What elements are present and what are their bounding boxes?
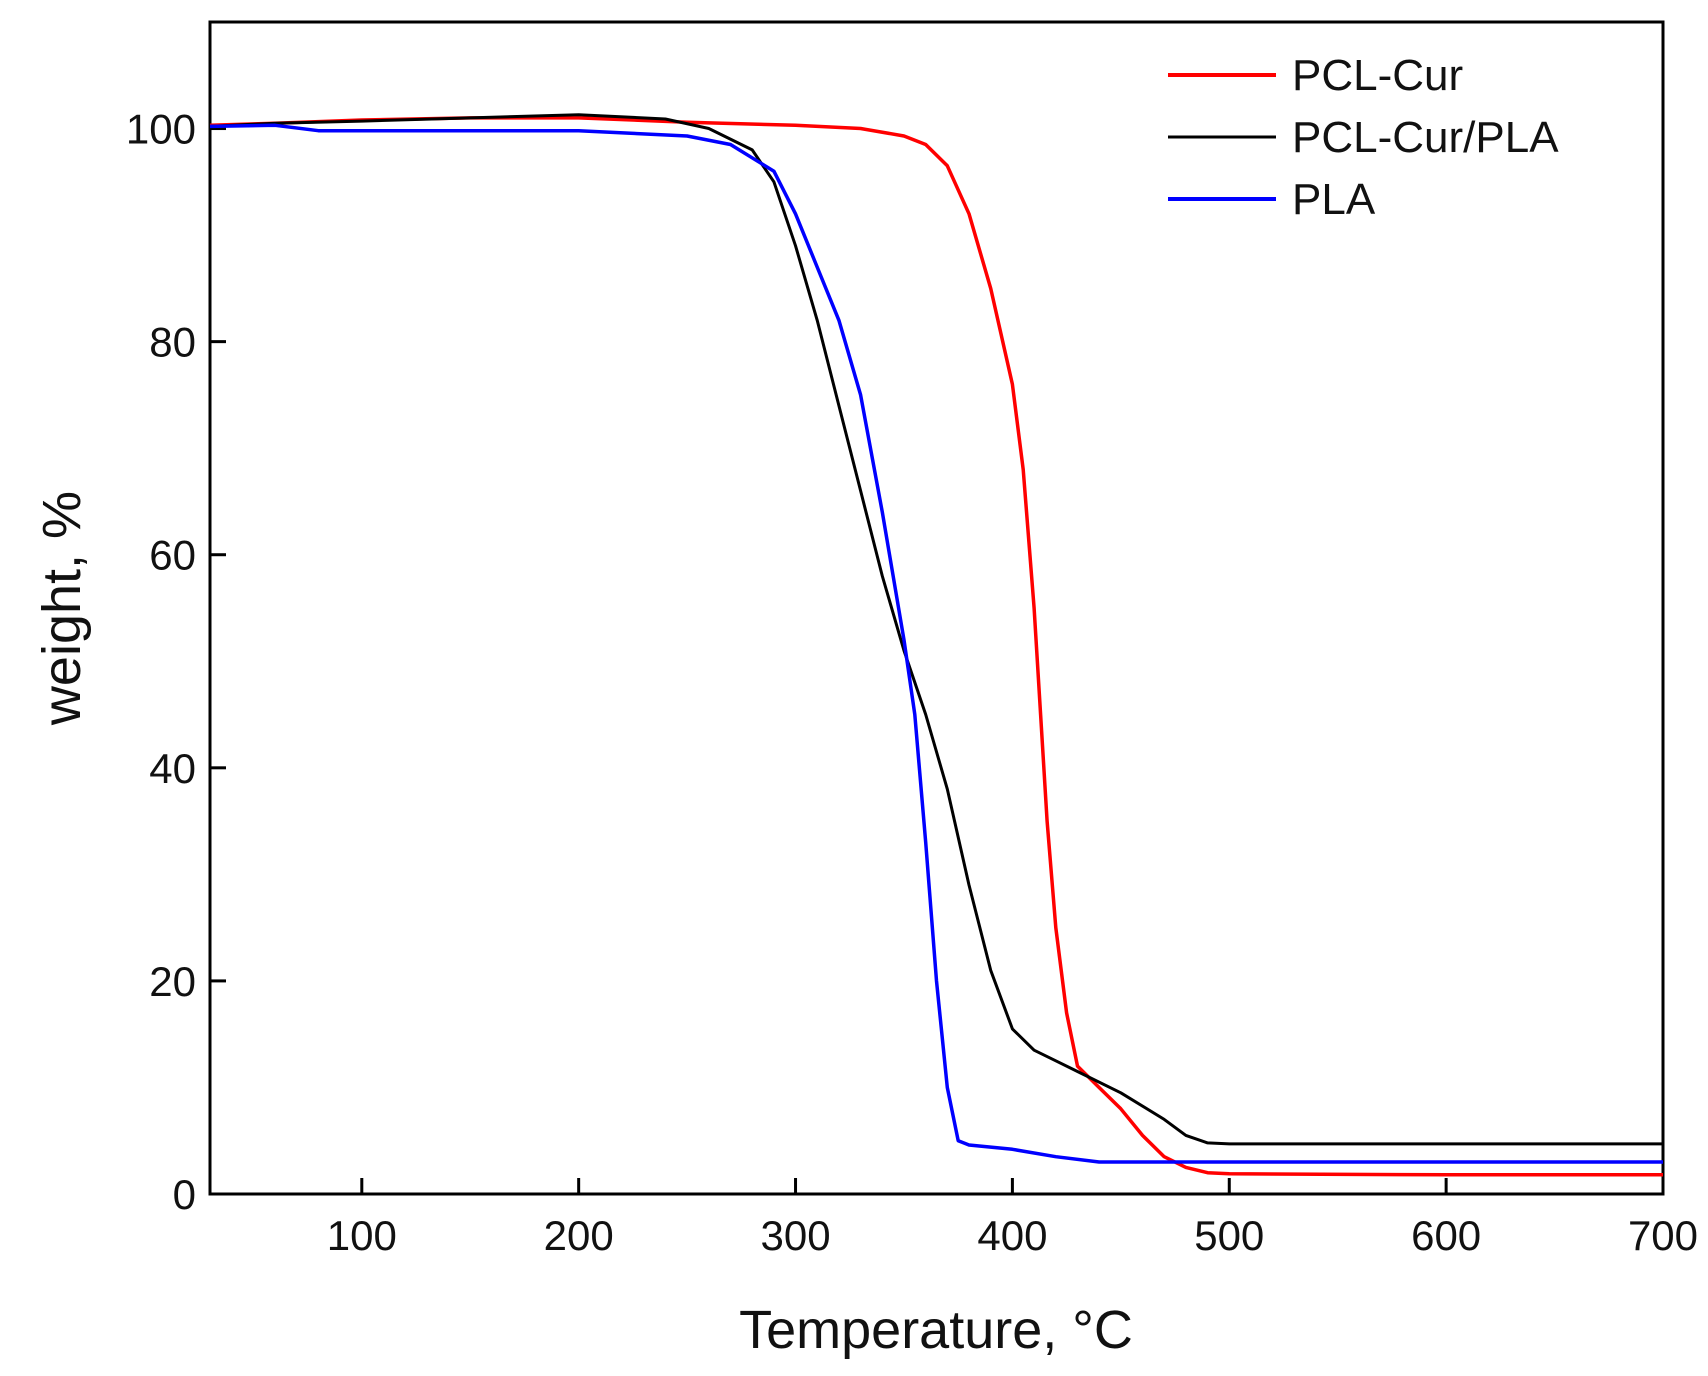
series-line-pcl-cur-pla <box>209 113 1663 1146</box>
y-tick-label: 40 <box>149 745 196 792</box>
x-tick-label: 100 <box>327 1212 397 1259</box>
x-tick-label: 500 <box>1194 1212 1264 1259</box>
legend-label-pcl-cur-pla: PCL-Cur/PLA <box>1292 113 1559 162</box>
series-line-pcl-cur <box>209 116 1663 1177</box>
legend-label-pla: PLA <box>1292 175 1376 224</box>
x-tick-label: 600 <box>1411 1212 1481 1259</box>
y-tick-label: 60 <box>149 532 196 579</box>
plot-frame <box>208 20 1665 1196</box>
series-line-pla <box>209 123 1663 1164</box>
x-tick-label: 400 <box>977 1212 1047 1259</box>
x-axis-title: Temperature, °C <box>739 1300 1133 1360</box>
x-tick-label: 300 <box>760 1212 830 1259</box>
x-tick-label: 700 <box>1628 1212 1698 1259</box>
y-axis-title: weight, % <box>32 491 92 726</box>
y-tick-label: 0 <box>173 1171 196 1218</box>
y-tick-label: 20 <box>149 958 196 1005</box>
legend-label-pcl-cur: PCL-Cur <box>1292 51 1463 100</box>
y-tick-label: 80 <box>149 319 196 366</box>
y-tick-label: 100 <box>126 106 196 153</box>
x-tick-label: 200 <box>544 1212 614 1259</box>
